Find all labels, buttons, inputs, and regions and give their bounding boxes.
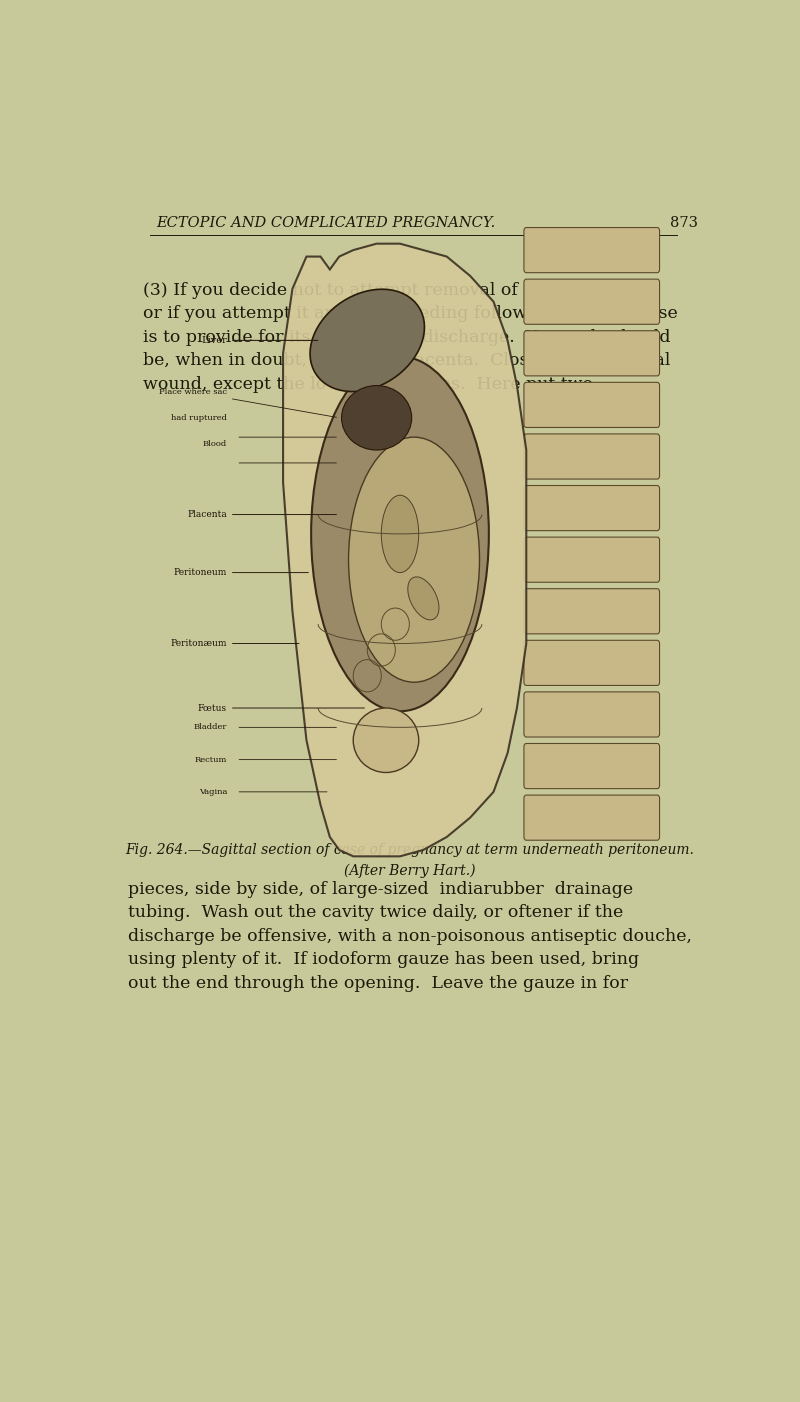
Text: Placenta: Placenta [187, 510, 337, 519]
Text: (3) If you decide not to attempt removal of the placenta,
or if you attempt it a: (3) If you decide not to attempt removal… [142, 282, 678, 393]
Text: had ruptured: had ruptured [171, 414, 227, 422]
FancyBboxPatch shape [524, 743, 659, 788]
Polygon shape [283, 244, 526, 857]
Text: Liver: Liver [202, 336, 318, 345]
FancyBboxPatch shape [524, 433, 659, 479]
Text: 873: 873 [670, 216, 698, 230]
FancyBboxPatch shape [524, 537, 659, 582]
Ellipse shape [342, 386, 412, 450]
Text: pieces, side by side, of large-sized  indiarubber  drainage
tubing.  Wash out th: pieces, side by side, of large-sized ind… [128, 880, 692, 991]
FancyBboxPatch shape [524, 383, 659, 428]
FancyBboxPatch shape [524, 589, 659, 634]
Ellipse shape [408, 576, 439, 620]
FancyBboxPatch shape [524, 331, 659, 376]
Text: Fig. 264.—Sagittal section of case of pregnancy at term underneath peritoneum.
(: Fig. 264.—Sagittal section of case of pr… [126, 843, 694, 878]
FancyBboxPatch shape [524, 691, 659, 737]
Ellipse shape [311, 356, 489, 711]
Text: Peritoneum: Peritoneum [174, 568, 308, 578]
Text: ECTOPIC AND COMPLICATED PREGNANCY.: ECTOPIC AND COMPLICATED PREGNANCY. [156, 216, 495, 230]
Text: Blood: Blood [202, 440, 227, 447]
Ellipse shape [349, 437, 479, 683]
Text: Place where sac: Place where sac [159, 388, 337, 418]
FancyBboxPatch shape [524, 641, 659, 686]
FancyBboxPatch shape [524, 795, 659, 840]
Text: Bladder: Bladder [194, 723, 227, 732]
Ellipse shape [382, 495, 418, 572]
FancyBboxPatch shape [524, 485, 659, 530]
Text: Vagina: Vagina [198, 788, 227, 796]
Text: Rectum: Rectum [194, 756, 227, 764]
Ellipse shape [310, 289, 425, 391]
Ellipse shape [354, 708, 418, 773]
FancyBboxPatch shape [524, 227, 659, 272]
Text: Fœtus: Fœtus [198, 704, 365, 712]
FancyBboxPatch shape [524, 279, 659, 324]
Text: Peritonæum: Peritonæum [170, 639, 299, 648]
